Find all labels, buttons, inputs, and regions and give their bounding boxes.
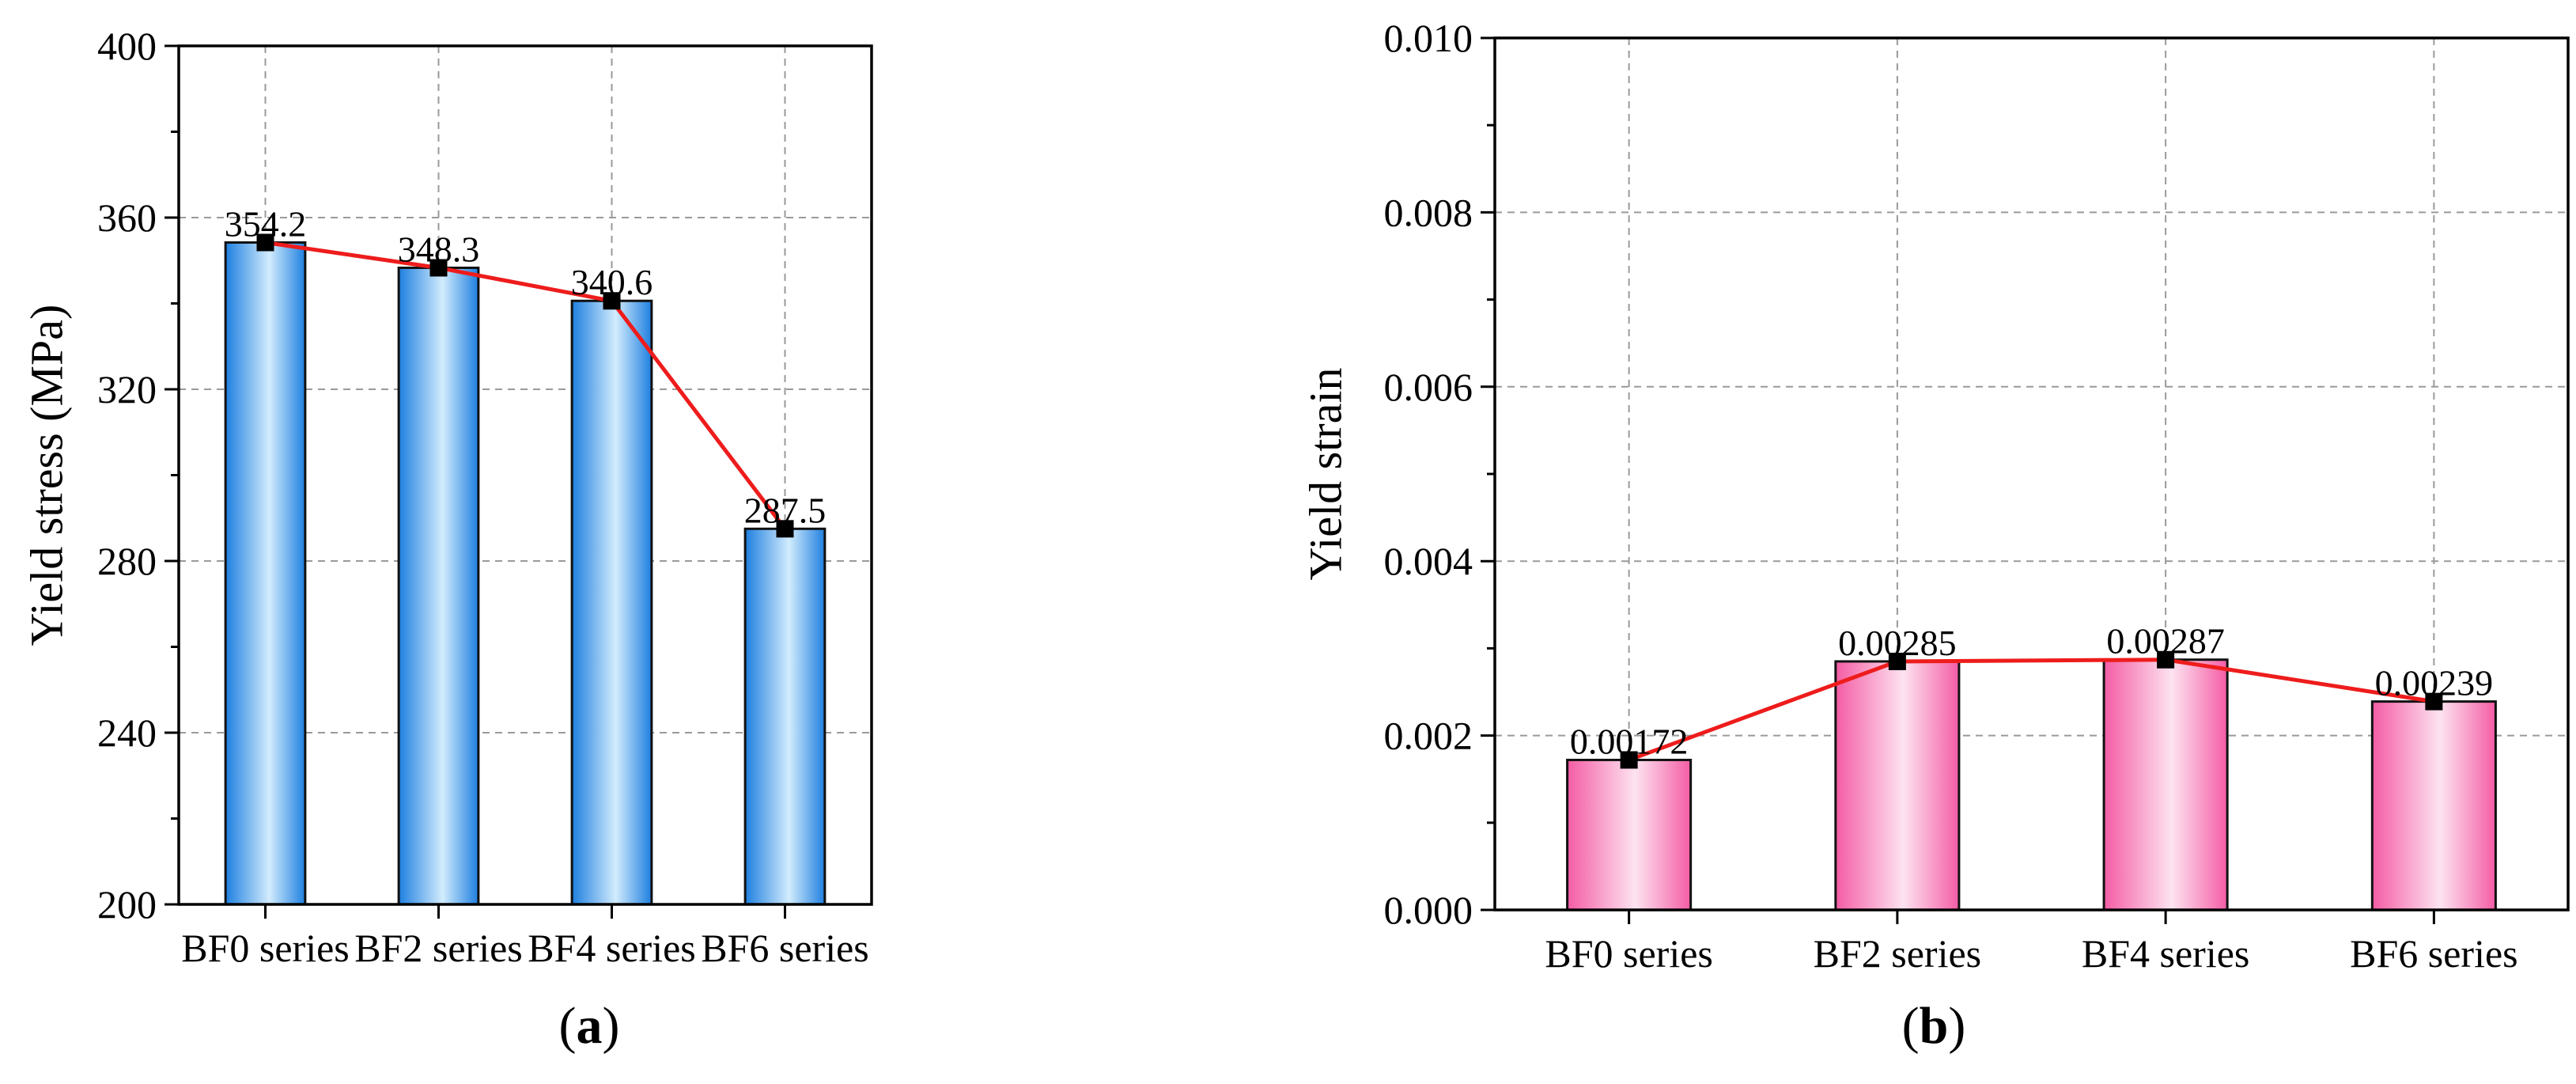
trend-line [265, 240, 787, 530]
panel-label: (b) [1902, 997, 1966, 1055]
trend-line [1628, 658, 2434, 762]
chart-panel-a: 354.2 348.3 340.6 287.5 200 240 280 320 360 400 BF… [21, 24, 873, 1055]
y-tick-label: 360 [97, 195, 157, 240]
point-bf2-series [1888, 652, 1906, 670]
bar-bf0-series [224, 241, 307, 906]
point-bf0-series [256, 233, 274, 252]
point-bf6-series [2425, 692, 2443, 711]
bars [224, 241, 827, 906]
x-tick-label-bf4-series: BF4 series [528, 926, 696, 970]
y-tick-label: 280 [97, 539, 157, 583]
data-label: 0.00287 [2106, 621, 2225, 661]
y-tick-label: 0.008 [1384, 190, 1473, 234]
bar-bf6-series [743, 527, 827, 906]
y-tick-label: 0.006 [1384, 365, 1473, 409]
y-tick-label: 0.004 [1384, 539, 1473, 583]
point-bf6-series [776, 520, 794, 538]
y-tick-label: 0.000 [1384, 888, 1473, 932]
data-label: 348.3 [398, 229, 480, 269]
panel-paren: ) [603, 997, 620, 1055]
x-tick-label-bf0-series: BF0 series [181, 926, 350, 970]
panel-letter: b [1920, 997, 1949, 1055]
panel-paren: ) [1948, 997, 1965, 1055]
y-axis-title: Yield strain [1299, 367, 1351, 580]
y-tick-label: 200 [97, 882, 157, 927]
point-bf2-series [429, 259, 448, 277]
y-tick-label: 240 [97, 711, 157, 755]
point-bf0-series [1620, 751, 1638, 769]
panel-label: (a) [559, 997, 620, 1055]
x-tick-label-bf0-series: BF0 series [1545, 931, 1713, 976]
x-tick-label-bf6-series: BF6 series [2350, 931, 2518, 976]
y-tick-label: 320 [97, 367, 157, 411]
data-label: 354.2 [225, 203, 307, 244]
x-tick-label-bf2-series: BF2 series [354, 926, 523, 970]
bars [1566, 658, 2497, 912]
point-bf4-series [603, 292, 621, 310]
y-tick-label: 0.002 [1384, 714, 1473, 758]
chart-panel-b: 0.00172 0.00285 0.00287 0.00239 0.000 0.002 0.… [1299, 16, 2570, 1055]
bar-bf4-series [570, 299, 653, 906]
data-label: 340.6 [571, 262, 653, 302]
data-label: 287.5 [744, 490, 827, 530]
data-label: 0.00285 [1838, 623, 1957, 663]
panel-paren: ( [1902, 997, 1920, 1055]
x-tick-label-bf4-series: BF4 series [2082, 931, 2250, 976]
bar-bf0-series [1566, 758, 1693, 912]
point-bf4-series [2157, 650, 2175, 669]
bar-bf2-series [1834, 660, 1961, 912]
panel-paren: ( [559, 997, 577, 1055]
data-label: 0.00239 [2375, 663, 2494, 703]
panel-letter: a [577, 997, 603, 1055]
y-axis-title: Yield stress (MPa) [21, 305, 72, 646]
data-label: 0.00172 [1570, 721, 1689, 761]
x-tick-label-bf6-series: BF6 series [701, 926, 869, 970]
x-tick-label-bf2-series: BF2 series [1814, 931, 1982, 976]
bar-bf4-series [2102, 658, 2229, 912]
y-tick-label: 400 [97, 24, 157, 68]
bar-bf6-series [2370, 700, 2497, 912]
y-tick-label: 0.010 [1384, 16, 1473, 60]
bar-bf2-series [397, 266, 480, 906]
